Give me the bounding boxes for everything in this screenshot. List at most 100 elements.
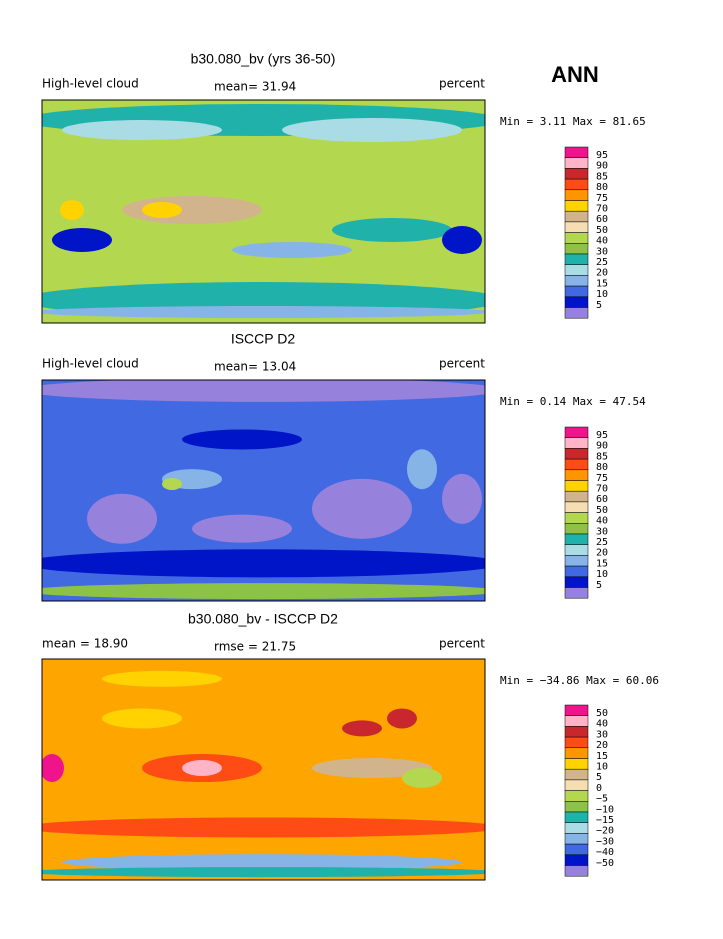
colorbar-box xyxy=(564,458,589,471)
panel-center-label: rmse = 21.75 xyxy=(214,640,296,654)
panel-title: b30.080_bv - ISCCP D2 xyxy=(188,611,338,627)
contour-region xyxy=(87,493,157,544)
map xyxy=(41,658,486,881)
map-frame xyxy=(41,379,486,602)
colorbar-box xyxy=(564,758,589,770)
colorbar-label: 30 xyxy=(596,246,608,257)
colorbar-box xyxy=(564,801,589,813)
contour-region xyxy=(60,200,84,220)
contour-region xyxy=(192,514,292,543)
contour-region xyxy=(42,549,485,578)
colorbar-label: 50 xyxy=(596,505,608,516)
min-max: Min = 0.14 Max = 47.54 xyxy=(500,395,646,408)
colorbar-label: 90 xyxy=(596,441,608,452)
contour-region xyxy=(42,867,485,878)
map-frame xyxy=(41,99,486,324)
colorbar-box xyxy=(564,587,589,599)
colorbar-box xyxy=(564,726,589,738)
contour-region xyxy=(52,228,112,252)
contour-region xyxy=(42,817,485,838)
contour-region xyxy=(182,760,222,777)
colorbar-label: 30 xyxy=(596,729,608,740)
contour-region xyxy=(182,429,302,450)
colorbar-box xyxy=(564,822,589,834)
colorbar-box xyxy=(564,285,589,298)
colorbar-box xyxy=(564,243,589,255)
colorbar-box xyxy=(564,469,589,481)
colorbar-label: 20 xyxy=(596,268,608,279)
colorbar-box xyxy=(564,189,589,201)
colorbar-box xyxy=(564,555,589,567)
colorbar-box xyxy=(564,576,589,588)
colorbar-box xyxy=(564,779,589,791)
colorbar-box xyxy=(564,221,589,233)
colorbar-label: 15 xyxy=(596,278,608,289)
colorbar-label: 60 xyxy=(596,494,608,505)
colorbar-box xyxy=(564,544,589,556)
contour-region xyxy=(332,218,452,242)
panel-left-label: High-level cloud xyxy=(42,77,139,91)
contour-region xyxy=(42,306,485,318)
colorbar-box xyxy=(564,523,589,535)
panel-title: ISCCP D2 xyxy=(231,331,296,347)
colorbar-label: 90 xyxy=(596,161,608,172)
colorbar-label: 80 xyxy=(596,182,608,193)
colorbar-box xyxy=(564,210,589,223)
contour-region xyxy=(342,720,382,737)
map-field xyxy=(42,380,485,601)
colorbar-box xyxy=(564,168,589,180)
colorbar-box xyxy=(564,768,589,781)
colorbar-label: −40 xyxy=(596,847,614,858)
colorbar-label: 40 xyxy=(596,516,608,527)
contour-region xyxy=(102,708,182,729)
contour-region xyxy=(407,449,437,490)
colorbar-box xyxy=(564,178,589,191)
panel-units: percent xyxy=(439,637,485,651)
season-title: ANN xyxy=(551,62,599,87)
colorbar-box xyxy=(564,565,589,578)
colorbar-box xyxy=(564,811,589,823)
colorbar-label: 70 xyxy=(596,204,608,215)
colorbar-label: 50 xyxy=(596,225,608,236)
colorbar-label: 5 xyxy=(596,580,602,591)
colorbar-label: 60 xyxy=(596,214,608,225)
colorbar-label: 95 xyxy=(596,430,608,441)
colorbar-box xyxy=(564,854,589,866)
min-max: Min = −34.86 Max = 60.06 xyxy=(500,674,659,687)
colorbar-label: 30 xyxy=(596,526,608,537)
contour-region xyxy=(312,478,412,539)
panel-center-label: mean= 13.04 xyxy=(214,360,296,374)
colorbar-box xyxy=(564,501,589,513)
colorbar-label: 75 xyxy=(596,193,608,204)
colorbar-box xyxy=(564,747,589,759)
colorbar-box xyxy=(564,275,589,287)
colorbar-label: 80 xyxy=(596,462,608,473)
colorbar-box xyxy=(564,715,589,727)
colorbar-label: 40 xyxy=(596,236,608,247)
colorbar-label: 40 xyxy=(596,719,608,730)
contour-region xyxy=(142,202,182,218)
map xyxy=(41,379,486,602)
panel-units: percent xyxy=(439,77,485,91)
colorbar-label: 25 xyxy=(596,537,608,548)
colorbar-box xyxy=(564,736,589,749)
colorbar-label: 70 xyxy=(596,484,608,495)
colorbar-box xyxy=(564,232,589,244)
contour-region xyxy=(387,708,417,729)
colorbar-box xyxy=(564,296,589,308)
colorbar-box xyxy=(564,843,589,856)
colorbar-box xyxy=(564,512,589,524)
colorbar-box xyxy=(564,480,589,492)
colorbar-box xyxy=(564,264,589,276)
colorbar-box xyxy=(564,157,589,169)
colorbar-label: 25 xyxy=(596,257,608,268)
colorbar-box xyxy=(564,200,589,212)
colorbar-box xyxy=(564,437,589,449)
map-field xyxy=(42,659,485,880)
panel-left-label: High-level cloud xyxy=(42,357,139,371)
contour-region xyxy=(42,583,485,600)
contour-region xyxy=(282,118,462,142)
contour-region xyxy=(442,473,482,524)
contour-region xyxy=(442,226,482,254)
